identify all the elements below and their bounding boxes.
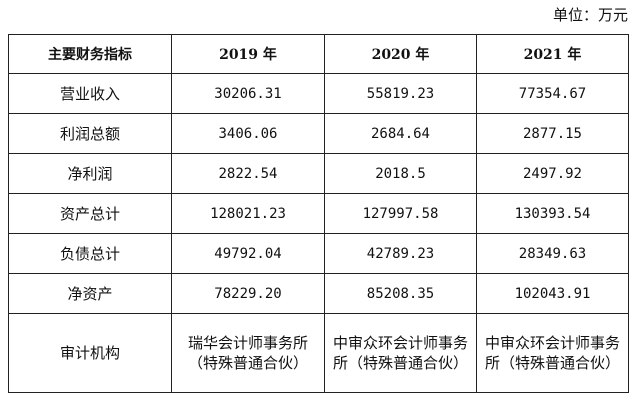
auditor-cell: 中审众环会计师事务所（特殊普通合伙）	[476, 313, 629, 393]
cell-value: 78229.20	[171, 273, 325, 314]
auditor-cell: 中审众环会计师事务所（特殊普通合伙）	[324, 313, 477, 393]
table-row: 资产总计 128021.23 127997.58 130393.54	[8, 193, 629, 234]
cell-value: 127997.58	[324, 193, 477, 234]
table-row-auditor: 审计机构 瑞华会计师事务所（特殊普通合伙） 中审众环会计师事务所（特殊普通合伙）…	[8, 313, 629, 393]
cell-value: 30206.31	[171, 73, 325, 114]
table-header-row: 主要财务指标 2019 年 2020 年 2021 年	[8, 34, 629, 74]
cell-value: 102043.91	[476, 273, 629, 314]
unit-label: 单位：万元	[552, 6, 628, 24]
table-row: 利润总额 3406.06 2684.64 2877.15	[8, 113, 629, 154]
header-year-2019: 2019 年	[171, 34, 325, 74]
cell-value: 55819.23	[324, 73, 477, 114]
row-label: 净资产	[8, 273, 172, 314]
cell-value: 2822.54	[171, 153, 325, 194]
financial-indicators-table: 主要财务指标 2019 年 2020 年 2021 年 营业收入 30206.3…	[8, 34, 629, 393]
cell-value: 130393.54	[476, 193, 629, 234]
row-label: 营业收入	[8, 73, 172, 114]
cell-value: 2684.64	[324, 113, 477, 154]
cell-value: 3406.06	[171, 113, 325, 154]
auditor-cell: 瑞华会计师事务所（特殊普通合伙）	[171, 313, 325, 393]
table-row: 净资产 78229.20 85208.35 102043.91	[8, 273, 629, 314]
row-label: 负债总计	[8, 233, 172, 274]
cell-value: 77354.67	[476, 73, 629, 114]
table-row: 净利润 2822.54 2018.5 2497.92	[8, 153, 629, 194]
row-label: 审计机构	[8, 313, 172, 393]
row-label: 资产总计	[8, 193, 172, 234]
cell-value: 2877.15	[476, 113, 629, 154]
header-year-2021: 2021 年	[476, 34, 629, 74]
cell-value: 2018.5	[324, 153, 477, 194]
table-row: 负债总计 49792.04 42789.23 28349.63	[8, 233, 629, 274]
cell-value: 128021.23	[171, 193, 325, 234]
row-label: 利润总额	[8, 113, 172, 154]
table-row: 营业收入 30206.31 55819.23 77354.67	[8, 73, 629, 114]
cell-value: 42789.23	[324, 233, 477, 274]
cell-value: 49792.04	[171, 233, 325, 274]
row-label: 净利润	[8, 153, 172, 194]
cell-value: 85208.35	[324, 273, 477, 314]
cell-value: 28349.63	[476, 233, 629, 274]
header-year-2020: 2020 年	[324, 34, 477, 74]
cell-value: 2497.92	[476, 153, 629, 194]
header-indicator: 主要财务指标	[8, 34, 172, 74]
